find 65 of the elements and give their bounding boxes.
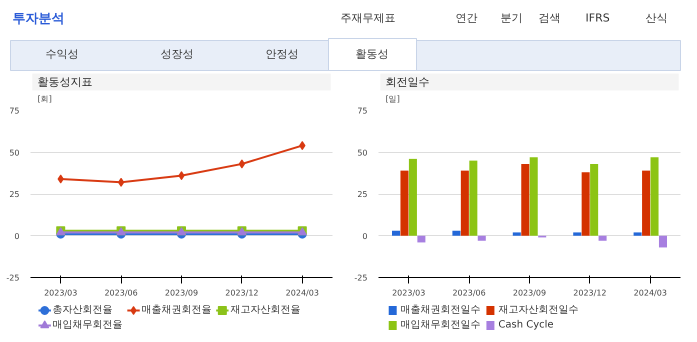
legend-label: 재고자산회전일수	[498, 304, 578, 316]
text: 분기	[500, 12, 522, 24]
text: 활동성	[356, 48, 388, 60]
bar	[634, 232, 642, 236]
text: 안정성	[266, 48, 298, 60]
y-tick-label: 75	[357, 106, 368, 116]
point	[118, 178, 124, 187]
legend-label: Cash Cycle	[498, 320, 554, 330]
y-tick-label: 50	[9, 148, 20, 158]
text: 성장성	[160, 48, 194, 60]
bar	[400, 170, 408, 236]
y-tick-label: 75	[9, 106, 20, 116]
chart-title: 회전일수	[386, 76, 430, 88]
legend-label: 매입채무회전일수	[400, 320, 481, 330]
y-axis-title: [회]	[38, 94, 52, 104]
y-axis-title: [일]	[386, 94, 400, 104]
legend-label: 매출채권회전일수	[400, 304, 481, 316]
chart-title: 활동성지표	[38, 76, 93, 88]
text: 주재무제표	[340, 12, 396, 24]
text: 산식	[646, 12, 668, 24]
bar	[573, 232, 582, 236]
x-tick-label: 2023/03	[44, 288, 78, 298]
x-tick-label: 2023/06	[104, 288, 138, 298]
bar	[521, 164, 530, 236]
bar	[658, 236, 667, 248]
bar	[582, 172, 590, 236]
y-tick-label: -25	[6, 274, 20, 282]
bar	[460, 170, 469, 236]
bar	[642, 170, 650, 236]
text: IFRS	[586, 12, 610, 24]
legend-label: 매입채무회전율	[52, 320, 123, 330]
bar	[452, 230, 460, 236]
point	[178, 171, 185, 180]
bar	[392, 230, 400, 236]
legend-label: 재고자산회전율	[230, 304, 300, 316]
text: 투자분석	[12, 12, 64, 26]
text: 수익성	[46, 48, 78, 60]
bar	[590, 164, 598, 236]
point	[238, 159, 246, 168]
bar	[530, 157, 538, 236]
y-tick-label: 25	[357, 190, 368, 199]
x-tick-label: 2023/12	[573, 288, 607, 298]
legend-label: 매출채권회전율	[142, 304, 212, 316]
y-tick-label: 0	[362, 232, 368, 241]
x-tick-label: 2023/06	[452, 288, 486, 298]
x-tick-label: 2023/09	[512, 288, 546, 298]
legend-label: 총자산회전율	[52, 304, 113, 316]
bar	[598, 236, 607, 241]
x-tick-label: 2024/03	[634, 288, 667, 298]
x-tick-label: 2023/09	[164, 288, 198, 298]
bar	[478, 236, 486, 241]
text: 검색	[538, 12, 560, 24]
text: 연간	[456, 12, 478, 24]
bar	[417, 236, 426, 242]
y-tick-label: 25	[9, 190, 20, 199]
y-tick-label: 0	[14, 232, 20, 241]
x-tick-label: 2023/03	[392, 288, 426, 298]
bar	[650, 157, 659, 236]
x-tick-label: 2024/03	[286, 288, 319, 298]
bar	[408, 158, 417, 236]
bar	[469, 160, 478, 236]
bar	[512, 232, 521, 236]
x-tick-label: 2023/12	[225, 288, 259, 298]
y-tick-label: 50	[357, 148, 368, 158]
y-tick-label: -25	[354, 274, 368, 282]
